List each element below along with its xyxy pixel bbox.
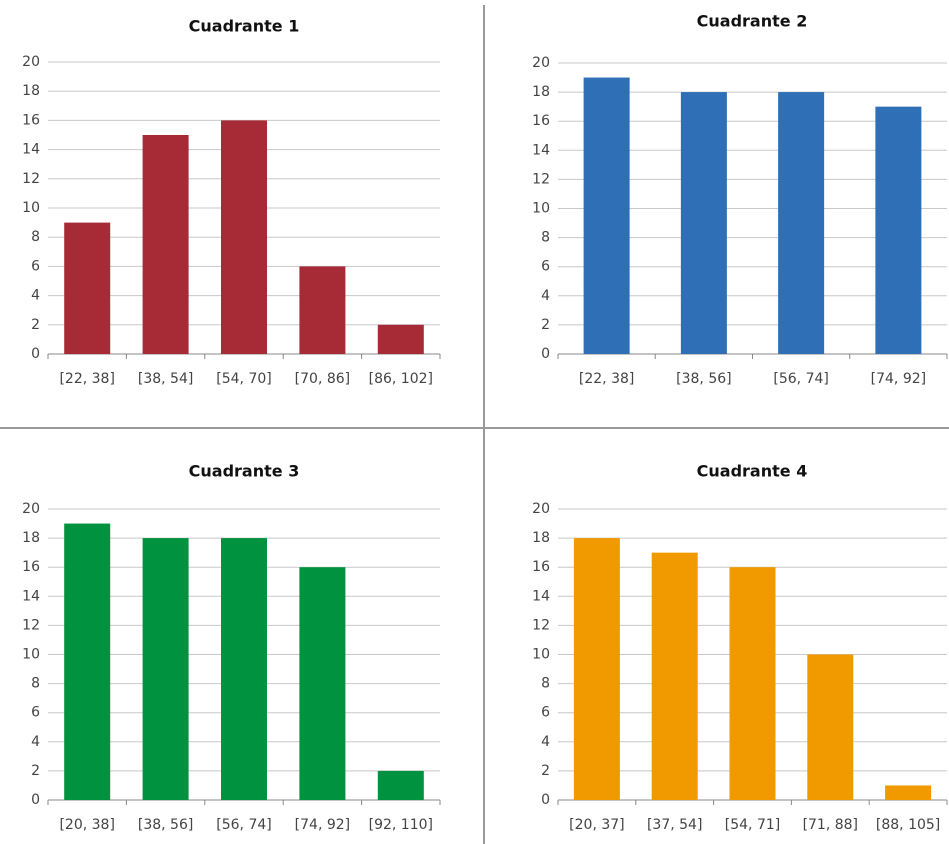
bar — [142, 538, 189, 800]
x-tick-label: [38, 56] — [676, 371, 731, 387]
y-tick-label: 2 — [541, 317, 550, 333]
y-tick-label: 16 — [532, 559, 550, 575]
x-tick-label: [74, 92] — [295, 817, 350, 833]
y-tick-label: 18 — [22, 530, 40, 546]
y-tick-label: 6 — [541, 705, 550, 721]
y-tick-label: 10 — [22, 200, 40, 216]
y-tick-label: 20 — [22, 54, 40, 70]
x-tick-label: [54, 71] — [725, 817, 780, 833]
bar — [142, 135, 189, 354]
bar — [573, 538, 620, 800]
y-tick-label: 6 — [31, 705, 40, 721]
x-tick-label: [37, 54] — [647, 817, 702, 833]
x-tick-label: [20, 38] — [59, 817, 114, 833]
x-tick-label: [38, 56] — [138, 817, 193, 833]
y-tick-label: 0 — [31, 346, 40, 362]
bar — [885, 785, 932, 800]
y-tick-label: 10 — [532, 201, 550, 217]
y-tick-label: 18 — [532, 530, 550, 546]
y-tick-label: 2 — [541, 763, 550, 779]
y-tick-label: 0 — [31, 792, 40, 808]
y-tick-label: 4 — [541, 734, 550, 750]
y-tick-label: 0 — [541, 346, 550, 362]
bar — [875, 106, 922, 355]
chart-title: Cuadrante 3 — [189, 462, 300, 481]
y-tick-label: 16 — [532, 113, 550, 129]
x-tick-label: [86, 102] — [369, 371, 433, 387]
x-tick-label: [56, 74] — [773, 371, 828, 387]
bar — [807, 654, 854, 800]
x-tick-label: [56, 74] — [216, 817, 271, 833]
bar — [377, 324, 424, 354]
y-tick-label: 4 — [541, 288, 550, 304]
y-tick-label: 14 — [532, 588, 550, 604]
bar — [221, 538, 267, 800]
bar — [651, 552, 698, 800]
bar — [299, 567, 346, 800]
y-tick-label: 20 — [532, 501, 550, 517]
y-tick-label: 16 — [22, 112, 40, 128]
y-tick-label: 8 — [31, 676, 40, 692]
y-tick-label: 12 — [22, 171, 40, 187]
y-tick-label: 8 — [541, 676, 550, 692]
y-tick-label: 4 — [31, 734, 40, 750]
x-tick-label: [22, 38] — [59, 371, 114, 387]
bar — [64, 523, 111, 800]
y-tick-label: 0 — [541, 792, 550, 808]
y-tick-label: 8 — [31, 229, 40, 245]
y-tick-label: 4 — [31, 288, 40, 304]
y-tick-label: 8 — [541, 230, 550, 246]
y-tick-label: 14 — [532, 142, 550, 158]
x-tick-label: [74, 92] — [871, 371, 926, 387]
y-tick-label: 12 — [532, 171, 550, 187]
x-tick-label: [20, 37] — [569, 817, 624, 833]
y-tick-label: 18 — [532, 84, 550, 100]
chart-title: Cuadrante 2 — [697, 12, 808, 31]
x-tick-label: [88, 105] — [876, 817, 940, 833]
chart-title: Cuadrante 1 — [189, 17, 300, 36]
y-tick-label: 12 — [22, 617, 40, 633]
y-tick-label: 2 — [31, 763, 40, 779]
y-tick-label: 12 — [532, 617, 550, 633]
bar — [64, 222, 111, 354]
chart-title: Cuadrante 4 — [697, 462, 808, 481]
y-tick-label: 2 — [31, 317, 40, 333]
y-tick-label: 6 — [541, 259, 550, 275]
y-tick-label: 18 — [22, 83, 40, 99]
bar — [221, 120, 267, 355]
y-tick-label: 20 — [22, 501, 40, 517]
bar — [299, 266, 346, 354]
bar — [778, 92, 825, 354]
y-tick-label: 10 — [22, 647, 40, 663]
x-tick-label: [71, 88] — [803, 817, 858, 833]
bar — [583, 77, 630, 355]
x-tick-label: [38, 54] — [138, 371, 193, 387]
y-tick-label: 20 — [532, 55, 550, 71]
bar — [729, 567, 776, 800]
x-tick-label: [92, 110] — [369, 817, 433, 833]
y-tick-label: 6 — [31, 258, 40, 274]
x-tick-label: [70, 86] — [295, 371, 350, 387]
x-tick-label: [54, 70] — [216, 371, 271, 387]
x-tick-label: [22, 38] — [579, 371, 634, 387]
bar — [680, 92, 727, 354]
y-tick-label: 10 — [532, 647, 550, 663]
y-tick-label: 14 — [22, 588, 40, 604]
y-tick-label: 16 — [22, 559, 40, 575]
y-tick-label: 14 — [22, 142, 40, 158]
bar — [377, 770, 424, 800]
